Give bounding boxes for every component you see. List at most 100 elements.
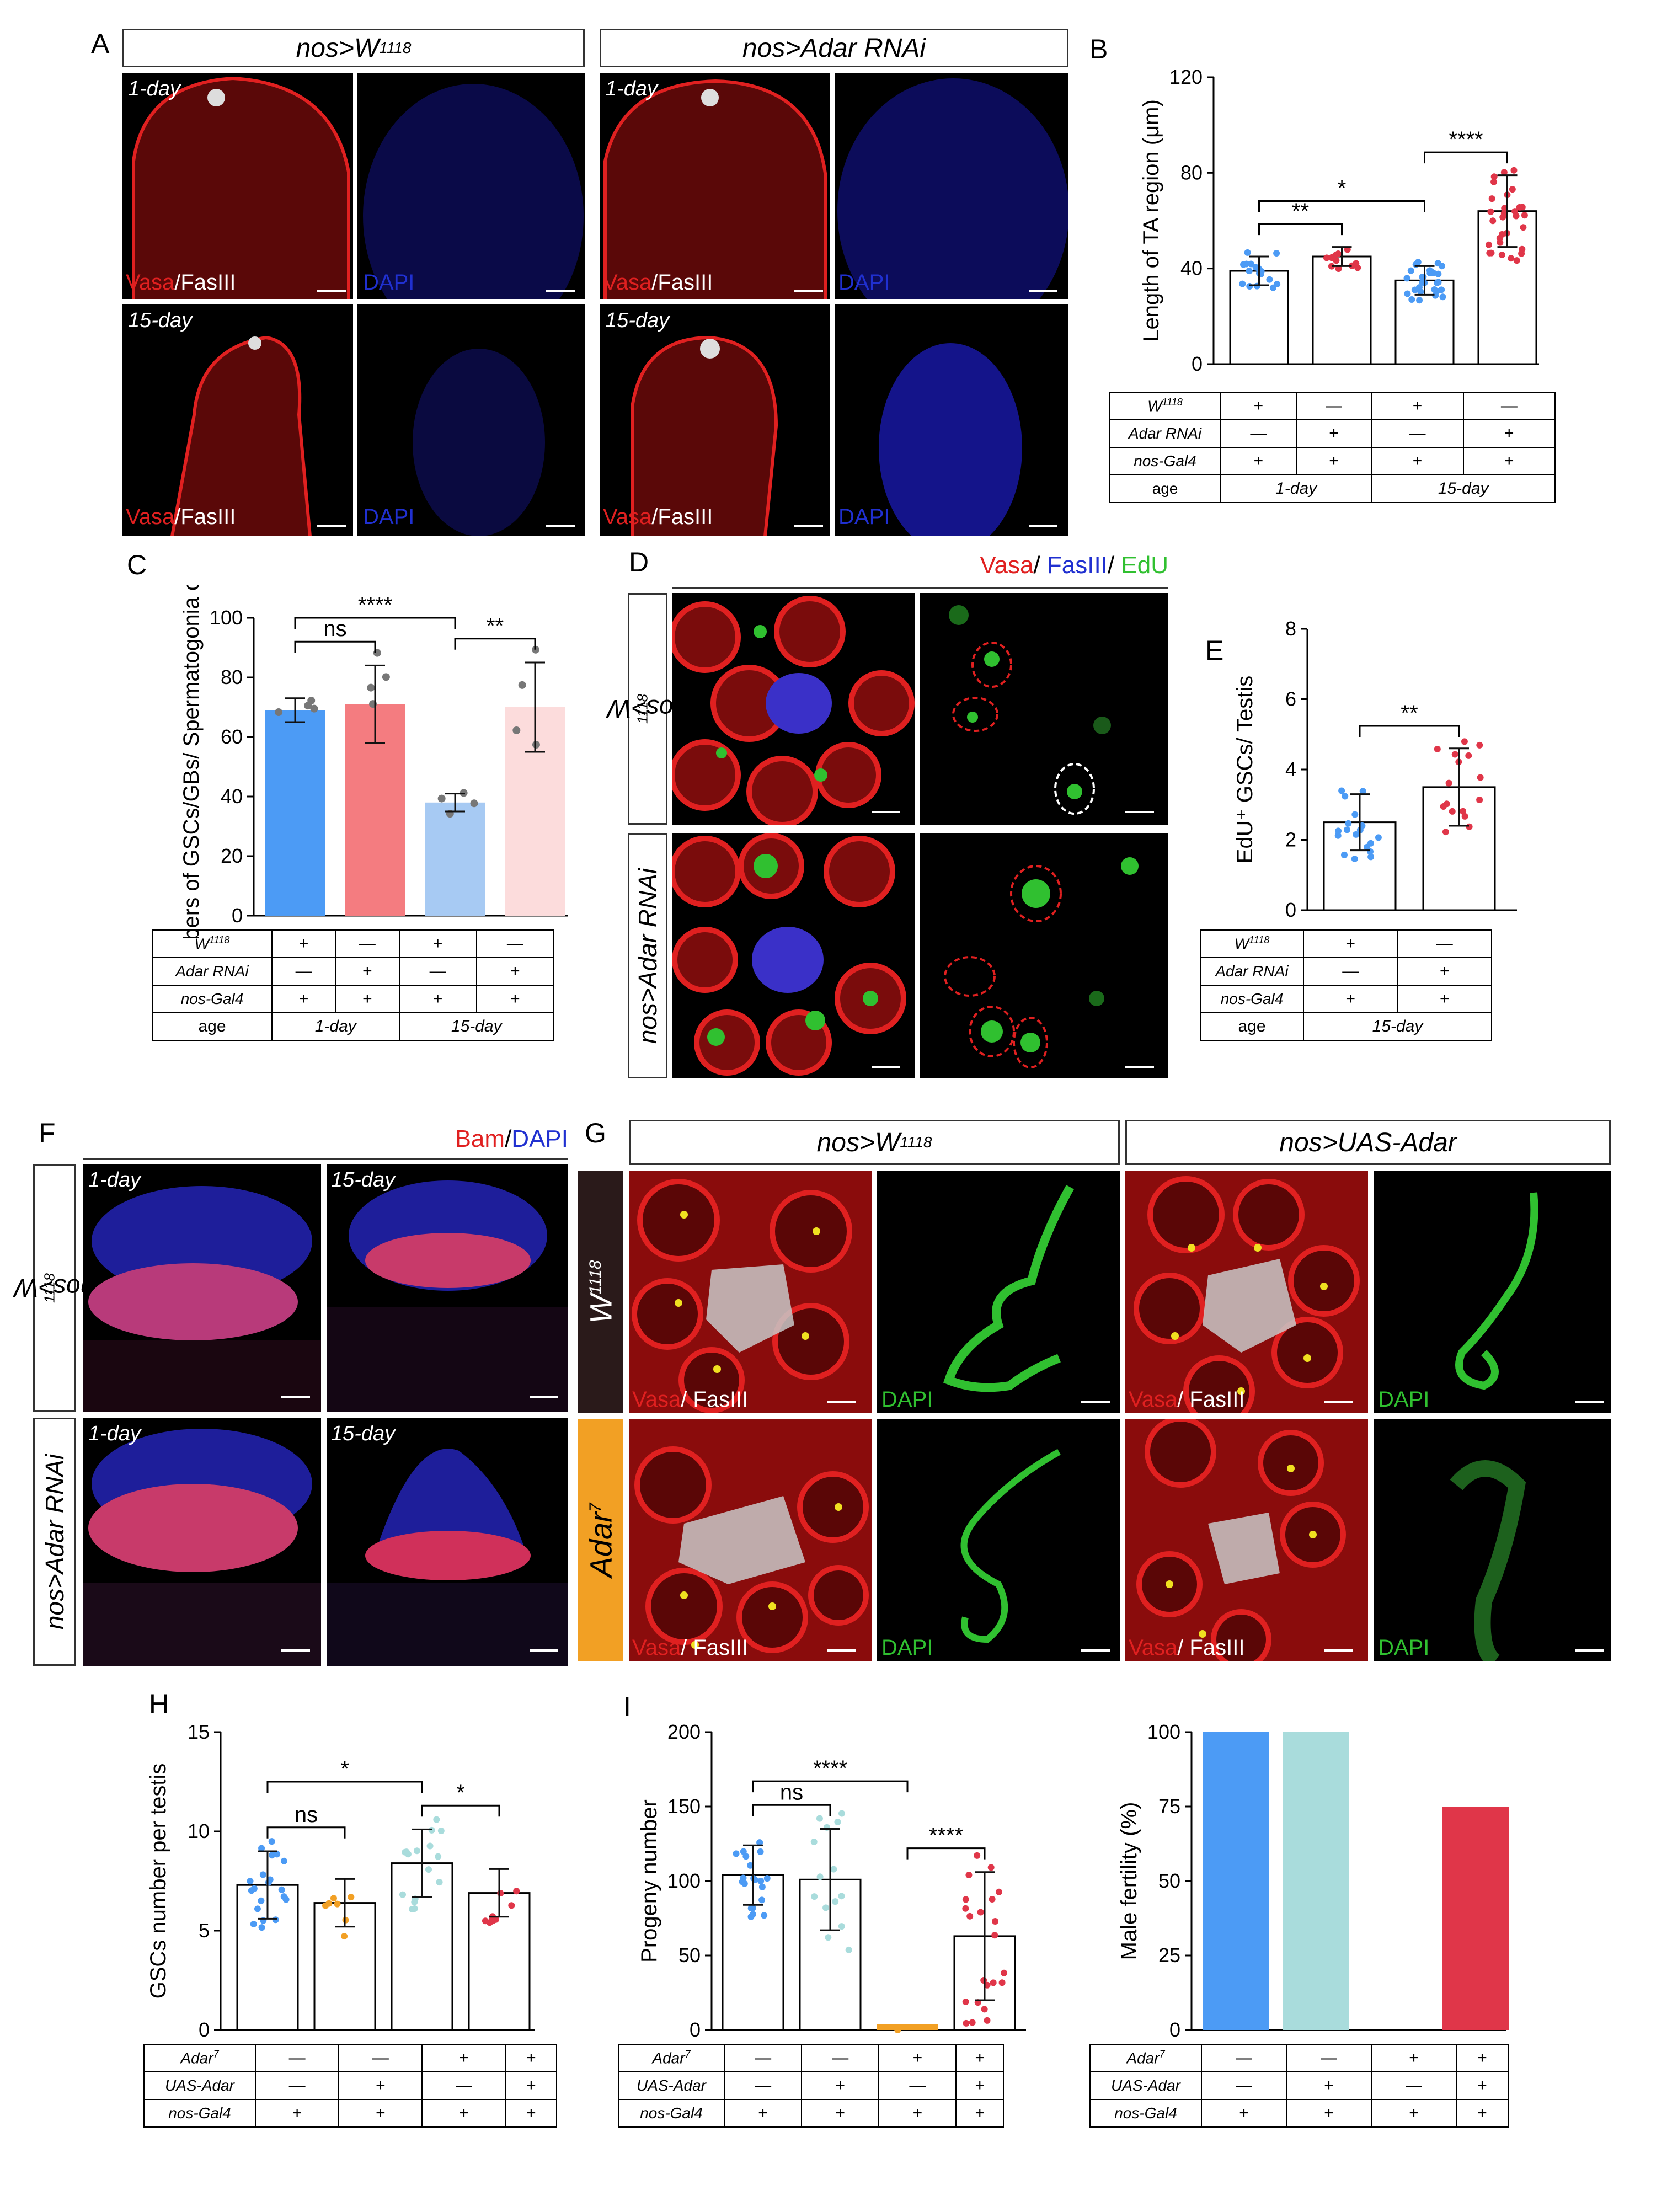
significance-bracket [906,1847,986,1860]
data-point [845,1946,852,1953]
data-point [1510,167,1518,174]
data-point [1445,779,1452,787]
data-point [1359,788,1366,795]
data-point [1353,260,1360,267]
scale-bar [1324,1649,1353,1652]
data-point [426,1842,434,1850]
data-point [250,1885,258,1892]
data-point [348,1894,355,1901]
header-g-uas: nos>UAS-Adar [1125,1120,1611,1165]
data-point [436,1879,443,1886]
data-point [268,1838,275,1845]
data-point [1244,249,1251,256]
data-point [974,1852,981,1859]
data-point [1489,217,1497,225]
micro-g-u-w-dapi [1374,1171,1611,1413]
chart-e: 0 2 4 6 8 EdU⁺ GSCs/ Testis ** [1233,618,1517,921]
y-tick-label: 0 [1285,899,1296,921]
significance-label: ns [780,1780,803,1804]
micro-g-w-a-vasa [629,1419,872,1661]
data-point [247,1878,254,1885]
significance-bracket [1424,151,1508,164]
y-tick-label: 25 [1158,1944,1180,1967]
data-point [990,1979,997,1986]
data-point [409,1905,416,1912]
data-point [497,1890,504,1897]
data-point [757,1848,764,1855]
data-point [1519,245,1526,253]
data-point [1485,241,1492,248]
data-point [399,1891,407,1898]
scale-bar [1029,525,1057,527]
y-tick-label: 15 [188,1721,210,1743]
data-point [1338,787,1345,794]
y-tick-label: 50 [1158,1869,1180,1892]
data-point [742,1853,750,1860]
data-point [1239,280,1246,287]
significance-label: * [1338,176,1347,200]
data-point [992,1917,999,1925]
y-axis-label: Progeny number [637,1799,661,1963]
data-point [1476,741,1483,749]
y-tick-label: 0 [1192,352,1203,375]
micro-g-u-a-vasa [1125,1419,1368,1661]
data-point [1435,279,1442,286]
data-point [437,794,446,803]
data-point [433,1816,440,1823]
panel-label-b: B [1089,34,1108,65]
data-point [265,1879,272,1886]
data-point [437,1828,445,1835]
data-point [1353,831,1360,838]
stain-a-7: Vasa/FasIII [603,505,713,529]
data-point [1408,296,1415,303]
scale-bar [530,1396,558,1398]
y-tick-label: 2 [1285,829,1296,851]
data-point [1323,254,1330,261]
data-point [757,1877,765,1884]
y-tick-label: 0 [232,904,243,927]
scale-bar [281,1649,310,1652]
data-point [1375,834,1382,841]
significance-bracket [1258,200,1425,212]
data-point [382,673,390,681]
stain-a-3: Vasa/FasIII [603,270,713,295]
genotype-table-i2: Adar7— — + + UAS-Adar — + — + nos-Gal4 + + + + [1089,2044,1509,2128]
data-point [1511,208,1519,215]
data-point [1497,239,1504,246]
data-point [304,702,312,710]
data-point [1334,250,1342,258]
data-point [259,1871,266,1878]
data-point [1439,293,1446,301]
data-point [747,1905,755,1912]
data-point [258,1845,265,1852]
significance-label: **** [358,593,392,617]
data-point [1340,851,1348,858]
data-point [838,1893,845,1900]
data-point [1266,276,1273,283]
data-point [1460,808,1467,815]
data-point [1449,808,1456,815]
data-point [965,1872,973,1879]
micro-a-r-1d-vasa [600,73,830,299]
data-point [513,1888,520,1895]
data-point [258,1897,265,1904]
age-f-2: 15-day [331,1168,396,1192]
significance-label: ns [323,617,346,641]
micro-d-w-merge [672,593,915,825]
data-point [1404,290,1411,297]
scale-bar [872,811,900,813]
data-point [987,1864,995,1871]
significance-label: ** [487,614,504,638]
data-point [1420,273,1427,280]
y-tick-label: 5 [199,1919,210,1942]
y-tick-label: 100 [1147,1721,1180,1743]
data-point [984,1981,991,1989]
data-point [470,799,478,808]
data-point [969,2019,976,2026]
data-point [532,741,540,749]
y-tick-label: 200 [667,1721,701,1743]
y-axis-label: Numbers of GSCs/GBs/ Spermatogonia cells [179,585,204,938]
data-point [1274,280,1281,287]
stain-a-8: DAPI [838,505,890,529]
